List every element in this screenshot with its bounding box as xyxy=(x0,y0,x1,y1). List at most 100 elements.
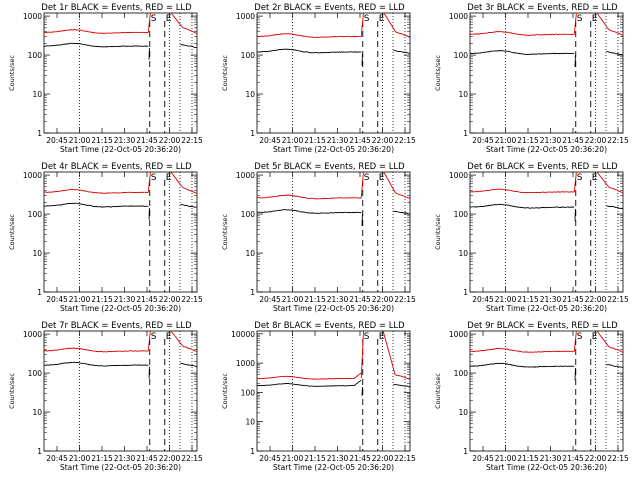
x-tick-label: 21:30 xyxy=(540,136,562,145)
lld-flare-segment xyxy=(147,331,197,353)
lld-flare-segment xyxy=(360,331,410,380)
x-tick-label: 21:15 xyxy=(304,454,326,463)
y-tick-label: 1000 xyxy=(449,171,468,180)
events-series-line xyxy=(44,361,149,367)
x-tick-label: 22:00 xyxy=(585,295,607,304)
detector-panel-5: Det 5r BLACK = Events, RED = LLD 1 10 100 10… xyxy=(221,162,416,313)
y-tick-label: 1 xyxy=(463,447,468,456)
x-tick-label: 20:45 xyxy=(46,454,68,463)
interval-end-marker: E xyxy=(592,332,598,342)
x-tick-label: 21:45 xyxy=(349,136,371,145)
interval-start-marker: S xyxy=(364,14,370,24)
interval-start-marker: S xyxy=(151,332,157,342)
x-tick-label: 22:15 xyxy=(607,454,629,463)
y-tick-label: 10 xyxy=(245,90,255,99)
events-series-line xyxy=(257,48,362,54)
x-tick-label: 21:30 xyxy=(114,136,136,145)
y-tick-label: 100 xyxy=(241,388,256,397)
events-series-line xyxy=(257,379,362,387)
lld-series-line xyxy=(470,347,575,353)
y-tick-label: 1 xyxy=(37,129,42,138)
events-recovery-segment xyxy=(393,384,410,388)
plot-frame xyxy=(256,330,411,452)
y-tick-label: 1 xyxy=(250,129,255,138)
plot-frame xyxy=(256,12,411,134)
x-tick-label: 22:15 xyxy=(394,136,416,145)
x-axis-label: Start Time (22-Oct-05 20:36:20) xyxy=(273,145,394,154)
x-tick-label: 21:00 xyxy=(69,295,91,304)
lld-series-line xyxy=(44,29,149,34)
x-tick-label: 21:45 xyxy=(136,454,158,463)
y-tick-label: 1 xyxy=(37,288,42,297)
lld-series-line xyxy=(470,188,575,194)
interval-start-marker: S xyxy=(151,173,157,183)
x-tick-label: 22:15 xyxy=(607,136,629,145)
x-tick-label: 22:15 xyxy=(607,295,629,304)
x-tick-label: 21:00 xyxy=(495,454,517,463)
y-tick-label: 100 xyxy=(241,210,256,219)
x-axis-label: Start Time (22-Oct-05 20:36:20) xyxy=(273,463,394,472)
x-tick-label: 22:00 xyxy=(372,454,394,463)
interval-end-marker: E xyxy=(379,332,385,342)
x-tick-label: 21:45 xyxy=(349,295,371,304)
y-tick-label: 1000 xyxy=(236,359,255,368)
x-tick-label: 21:30 xyxy=(327,295,349,304)
lld-flare-segment xyxy=(147,172,197,194)
y-tick-label: 1000 xyxy=(449,12,468,21)
y-tick-label: 1 xyxy=(37,447,42,456)
y-tick-label: 10 xyxy=(32,90,42,99)
y-tick-label: 1 xyxy=(463,129,468,138)
y-tick-label: 100 xyxy=(28,51,43,60)
interval-start-marker: S xyxy=(151,14,157,24)
x-tick-label: 22:00 xyxy=(159,454,181,463)
x-tick-label: 20:45 xyxy=(259,295,281,304)
y-tick-label: 100 xyxy=(454,369,469,378)
y-tick-label: 10 xyxy=(245,418,255,427)
lld-series-line xyxy=(257,33,362,38)
lld-flare-segment xyxy=(573,331,623,353)
y-tick-label: 1000 xyxy=(23,171,42,180)
x-tick-label: 21:15 xyxy=(91,136,113,145)
interval-start-marker: S xyxy=(364,332,370,342)
panel-title: Det 9r BLACK = Events, RED = LLD xyxy=(467,321,618,331)
detector-panel-1: Det 1r BLACK = Events, RED = LLD 1 10 100 10… xyxy=(8,3,203,154)
y-axis-label: Counts/sec xyxy=(221,55,229,91)
plot-frame xyxy=(469,12,624,134)
x-tick-label: 21:15 xyxy=(517,136,539,145)
x-tick-label: 21:15 xyxy=(91,454,113,463)
y-axis-label: Counts/sec xyxy=(8,214,16,250)
events-recovery-segment xyxy=(606,364,623,369)
x-tick-label: 21:30 xyxy=(540,454,562,463)
lld-series-line xyxy=(257,372,362,380)
x-axis-label: Start Time (22-Oct-05 20:36:20) xyxy=(60,145,181,154)
y-tick-label: 100 xyxy=(28,369,43,378)
x-tick-label: 21:30 xyxy=(327,136,349,145)
y-tick-label: 10 xyxy=(32,249,42,258)
plot-frame xyxy=(469,171,624,293)
y-tick-label: 1000 xyxy=(23,12,42,21)
y-axis-label: Counts/sec xyxy=(434,55,442,91)
x-tick-label: 21:45 xyxy=(562,136,584,145)
x-tick-label: 21:15 xyxy=(304,136,326,145)
events-recovery-segment xyxy=(606,205,623,209)
x-tick-label: 21:15 xyxy=(304,295,326,304)
events-recovery-segment xyxy=(180,362,197,368)
x-tick-label: 20:45 xyxy=(472,136,494,145)
panel-title: Det 7r BLACK = Events, RED = LLD xyxy=(41,321,192,331)
events-series-line xyxy=(44,42,149,48)
interval-start-marker: S xyxy=(577,332,583,342)
x-tick-label: 21:00 xyxy=(282,454,304,463)
y-tick-label: 100 xyxy=(454,51,469,60)
y-tick-label: 100 xyxy=(241,51,256,60)
x-tick-label: 21:00 xyxy=(282,136,304,145)
interval-end-marker: E xyxy=(592,14,598,24)
detector-panel-3: Det 3r BLACK = Events, RED = LLD 1 10 100 10… xyxy=(434,3,629,154)
x-tick-label: 20:45 xyxy=(259,136,281,145)
x-tick-label: 22:15 xyxy=(394,454,416,463)
x-tick-label: 21:00 xyxy=(495,136,517,145)
events-recovery-segment xyxy=(393,210,410,215)
x-tick-label: 20:45 xyxy=(472,454,494,463)
plot-frame xyxy=(43,330,198,452)
interval-end-marker: E xyxy=(592,173,598,183)
